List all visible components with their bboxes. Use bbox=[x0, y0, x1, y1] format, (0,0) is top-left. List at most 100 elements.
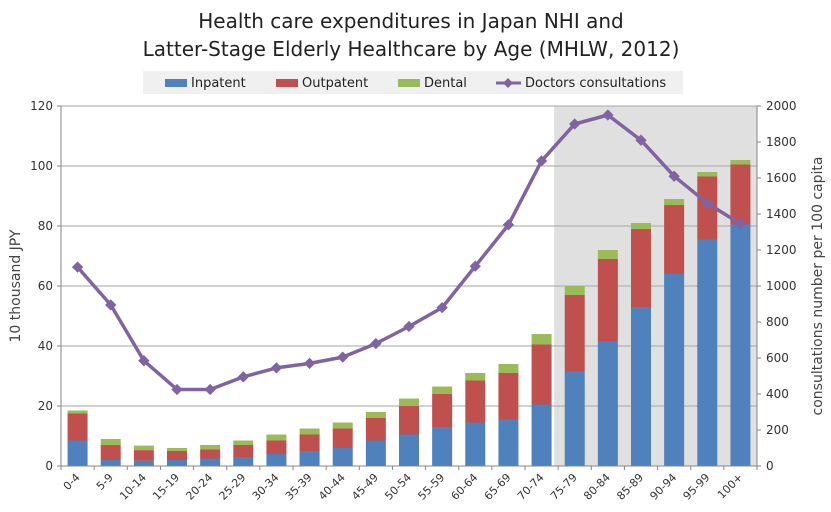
y2-tick-label: 1200 bbox=[766, 243, 797, 257]
bar-dental bbox=[399, 398, 419, 406]
bar-inpatent bbox=[664, 274, 685, 466]
bar-dental bbox=[266, 434, 287, 441]
bar-inpatent bbox=[133, 460, 154, 466]
bar-dental bbox=[597, 250, 618, 259]
legend-label-dental: Dental bbox=[424, 76, 467, 91]
consultations-point bbox=[403, 320, 415, 333]
y2-tick-label: 2000 bbox=[766, 99, 797, 113]
y2-tick-label: 1800 bbox=[766, 135, 797, 149]
bar-dental bbox=[631, 223, 651, 229]
bar-inpatent bbox=[465, 422, 486, 466]
bar-dental bbox=[465, 373, 486, 381]
consultations-point bbox=[635, 134, 647, 146]
bar-outpatent bbox=[299, 434, 320, 451]
bar-dental bbox=[365, 412, 386, 418]
chart-title-line2: Latter-Stage Elderly Healthcare by Age (… bbox=[143, 37, 680, 61]
legend-label-consultations: Doctors consultations bbox=[525, 76, 666, 91]
bar-inpatent bbox=[100, 460, 121, 466]
bar-dental bbox=[664, 199, 685, 205]
y2-tick-label: 200 bbox=[766, 423, 789, 437]
consultations-point bbox=[469, 260, 481, 272]
bar-outpatent bbox=[100, 445, 121, 460]
consultations-point bbox=[370, 337, 382, 350]
consultations-point bbox=[237, 371, 249, 383]
bar-dental bbox=[233, 440, 254, 445]
y2-axis-label: consultations number per 100 capita bbox=[810, 157, 826, 416]
bar-inpatent bbox=[67, 440, 88, 466]
bar-dental bbox=[100, 439, 121, 445]
y-tick-label: 20 bbox=[38, 399, 53, 413]
bar-outpatent bbox=[332, 428, 353, 448]
y-tick-label: 0 bbox=[45, 459, 53, 473]
bar-inpatent bbox=[332, 448, 353, 466]
bar-outpatent bbox=[631, 229, 651, 307]
bar-dental bbox=[564, 286, 585, 295]
bar-inpatent bbox=[399, 434, 419, 466]
y-tick-label: 40 bbox=[38, 339, 53, 353]
y-axis-label: 10 thousand JPY bbox=[8, 229, 24, 342]
consultations-point bbox=[171, 383, 183, 396]
legend: Inpatent Outpatent Dental Doctors consul… bbox=[143, 71, 683, 94]
y2-tick-label: 400 bbox=[766, 387, 789, 401]
bar-inpatent bbox=[299, 451, 320, 466]
bar-inpatent bbox=[531, 404, 552, 466]
y-tick-label: 60 bbox=[38, 279, 53, 293]
bar-dental bbox=[332, 422, 353, 429]
bar-dental bbox=[67, 410, 88, 414]
legend-swatch-outpatent bbox=[276, 79, 298, 87]
bar-dental bbox=[432, 386, 453, 394]
consultations-point bbox=[436, 301, 448, 314]
bar-outpatent bbox=[167, 451, 187, 460]
consultations-point bbox=[337, 351, 349, 363]
y-tick-label: 80 bbox=[38, 219, 53, 233]
bar-dental bbox=[498, 364, 519, 373]
y2-tick-label: 800 bbox=[766, 315, 789, 329]
bar-dental bbox=[200, 445, 221, 450]
consultations-point bbox=[204, 383, 216, 396]
bar-inpatent bbox=[564, 371, 585, 466]
y-tick-label: 120 bbox=[30, 99, 53, 113]
legend-swatch-dental bbox=[398, 79, 420, 87]
y2-tick-label: 1600 bbox=[766, 171, 797, 185]
consultations-point bbox=[303, 357, 316, 370]
bar-inpatent bbox=[233, 457, 254, 466]
bar-outpatent bbox=[531, 344, 552, 405]
y2-tick-label: 1000 bbox=[766, 279, 797, 293]
legend-label-inpatent: Inpatent bbox=[191, 76, 246, 91]
consultations-point bbox=[734, 218, 747, 230]
bar-outpatent bbox=[564, 295, 585, 372]
bar-outpatent bbox=[730, 164, 751, 225]
y2-tick-label: 0 bbox=[766, 459, 774, 473]
bar-outpatent bbox=[498, 373, 519, 420]
y2-tick-label: 600 bbox=[766, 351, 789, 365]
consultations-point bbox=[270, 362, 283, 374]
bar-inpatent bbox=[200, 458, 221, 466]
bar-inpatent bbox=[498, 419, 519, 466]
legend-label-outpatent: Outpatent bbox=[302, 76, 368, 91]
bar-dental bbox=[697, 172, 718, 177]
bar-outpatent bbox=[365, 418, 386, 441]
bar-dental bbox=[531, 334, 552, 345]
bar-inpatent bbox=[266, 454, 287, 466]
bar-inpatent bbox=[730, 224, 751, 466]
consultations-point bbox=[535, 155, 548, 167]
bar-dental bbox=[133, 445, 154, 451]
bar-outpatent bbox=[133, 450, 154, 461]
bar-outpatent bbox=[465, 380, 486, 423]
bar-inpatent bbox=[597, 341, 618, 466]
y-tick-label: 100 bbox=[30, 159, 53, 173]
y2-tick-label: 1400 bbox=[766, 207, 797, 221]
bar-inpatent bbox=[697, 239, 718, 466]
bar-outpatent bbox=[266, 440, 287, 454]
legend-swatch-inpatent bbox=[165, 79, 187, 87]
consultations-point bbox=[701, 197, 713, 209]
bar-outpatent bbox=[67, 413, 88, 441]
bar-dental bbox=[299, 428, 320, 435]
bar-inpatent bbox=[365, 440, 386, 466]
bar-dental bbox=[730, 160, 751, 165]
bar-dental bbox=[167, 448, 187, 451]
bar-inpatent bbox=[167, 460, 187, 466]
bar-outpatent bbox=[200, 449, 221, 459]
bar-outpatent bbox=[399, 406, 419, 435]
